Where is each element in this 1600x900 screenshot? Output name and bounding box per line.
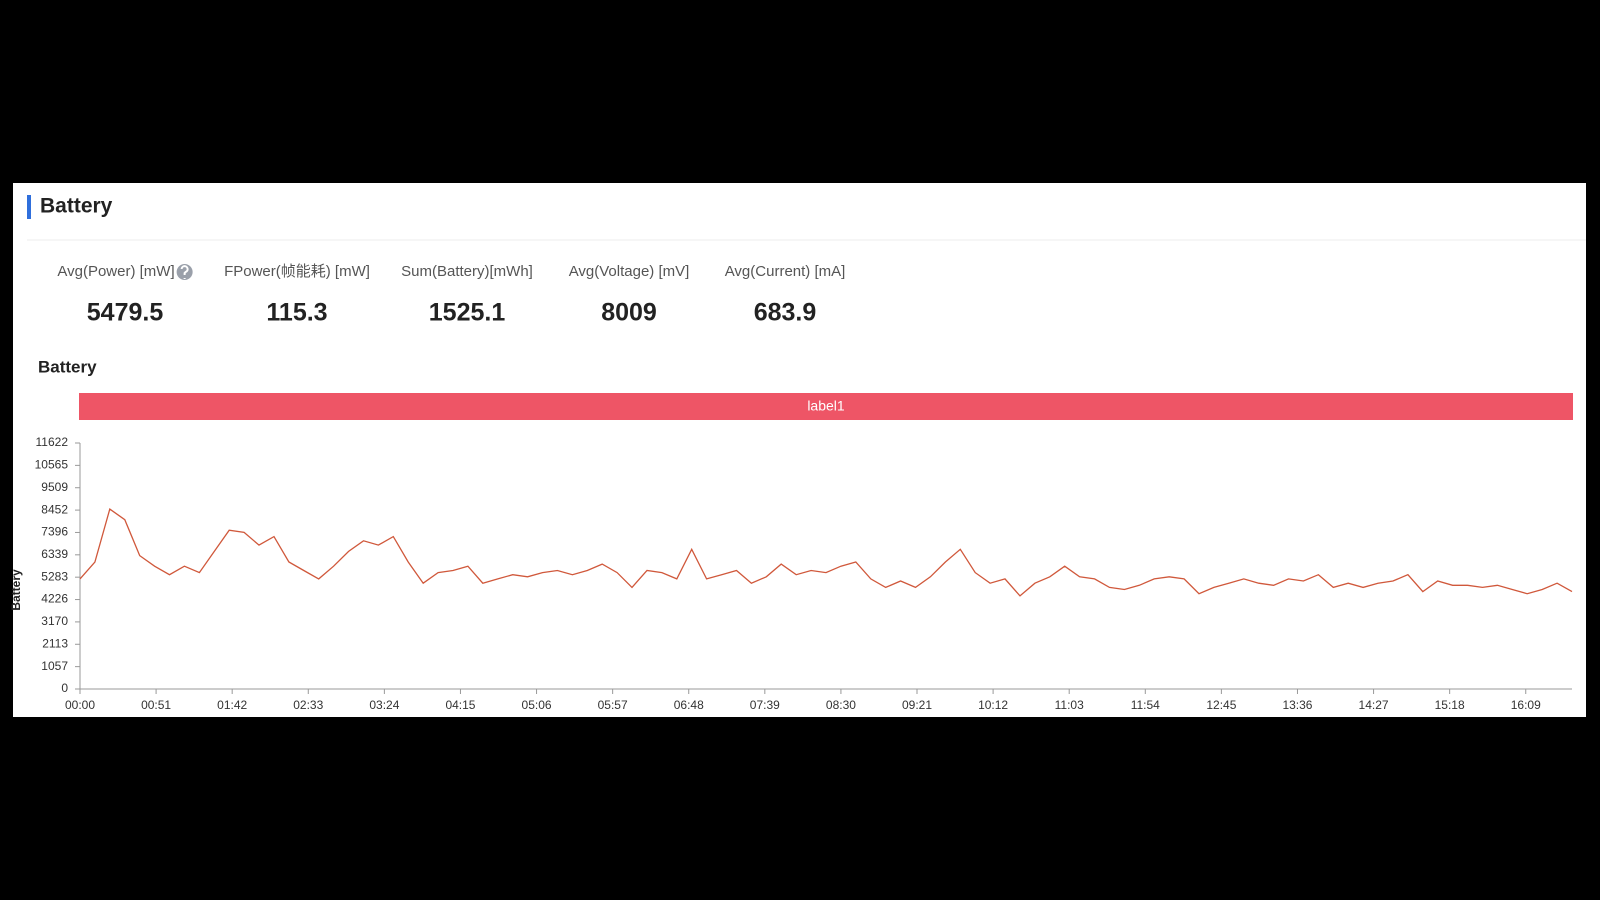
y-tick-label: 9509 <box>41 480 68 494</box>
x-tick-label: 14:27 <box>1359 698 1389 712</box>
x-tick-label: 05:06 <box>522 698 552 712</box>
metric-value: 8009 <box>601 299 657 327</box>
x-tick-label: 15:18 <box>1435 698 1465 712</box>
y-tick-label: 4226 <box>41 592 68 606</box>
metric-label: FPower(帧能耗) [mW] <box>224 263 370 280</box>
band-label: label1 <box>807 398 845 414</box>
metric-value: 1525.1 <box>429 299 506 327</box>
x-tick-label: 00:51 <box>141 698 171 712</box>
x-tick-label: 09:21 <box>902 698 932 712</box>
metric-label: Avg(Current) [mA] <box>725 263 846 280</box>
x-tick-label: 00:00 <box>65 698 95 712</box>
y-tick-label: 7396 <box>41 525 68 539</box>
battery-line <box>79 508 1573 597</box>
x-tick-label: 07:39 <box>750 698 780 712</box>
y-tick-label: 2113 <box>42 636 68 650</box>
x-tick-label: 06:48 <box>674 698 704 712</box>
x-tick-label: 05:57 <box>598 698 628 712</box>
x-tick-label: 10:12 <box>978 698 1008 712</box>
x-tick-label: 08:30 <box>826 698 856 712</box>
panel-title: Battery <box>40 195 113 218</box>
help-icon-glyph <box>180 265 189 279</box>
metric-value: 115.3 <box>266 299 327 327</box>
y-tick-label: 3170 <box>41 614 68 628</box>
x-tick-label: 16:09 <box>1511 698 1541 712</box>
label-band <box>79 393 1573 420</box>
x-tick-label: 04:15 <box>445 698 475 712</box>
y-axis-label: Battery <box>9 569 23 611</box>
title-accent <box>27 195 31 219</box>
y-tick-label: 8452 <box>41 502 68 516</box>
y-tick-label: 5283 <box>41 569 68 583</box>
x-tick-label: 03:24 <box>369 698 399 712</box>
x-tick-label: 11:54 <box>1131 698 1160 712</box>
metric-label: Avg(Power) [mW] <box>57 263 174 280</box>
x-tick-label: 13:36 <box>1282 698 1312 712</box>
panel <box>13 183 1586 717</box>
metric-label: Sum(Battery)[mWh] <box>401 263 533 280</box>
chart-title: Battery <box>38 357 97 376</box>
x-tick-label: 02:33 <box>293 698 323 712</box>
y-tick-label: 10565 <box>35 458 69 472</box>
metric-value: 683.9 <box>754 299 817 327</box>
metric-value: 5479.5 <box>87 299 164 327</box>
metric-label: Avg(Voltage) [mV] <box>569 263 690 280</box>
x-tick-label: 01:42 <box>217 698 247 712</box>
y-tick-label: 6339 <box>41 547 68 561</box>
y-tick-label: 0 <box>61 681 68 695</box>
x-tick-label: 12:45 <box>1206 698 1236 712</box>
y-tick-label: 11622 <box>36 435 69 449</box>
y-tick-label: 1057 <box>41 659 68 673</box>
x-tick-label: 11:03 <box>1055 698 1084 712</box>
